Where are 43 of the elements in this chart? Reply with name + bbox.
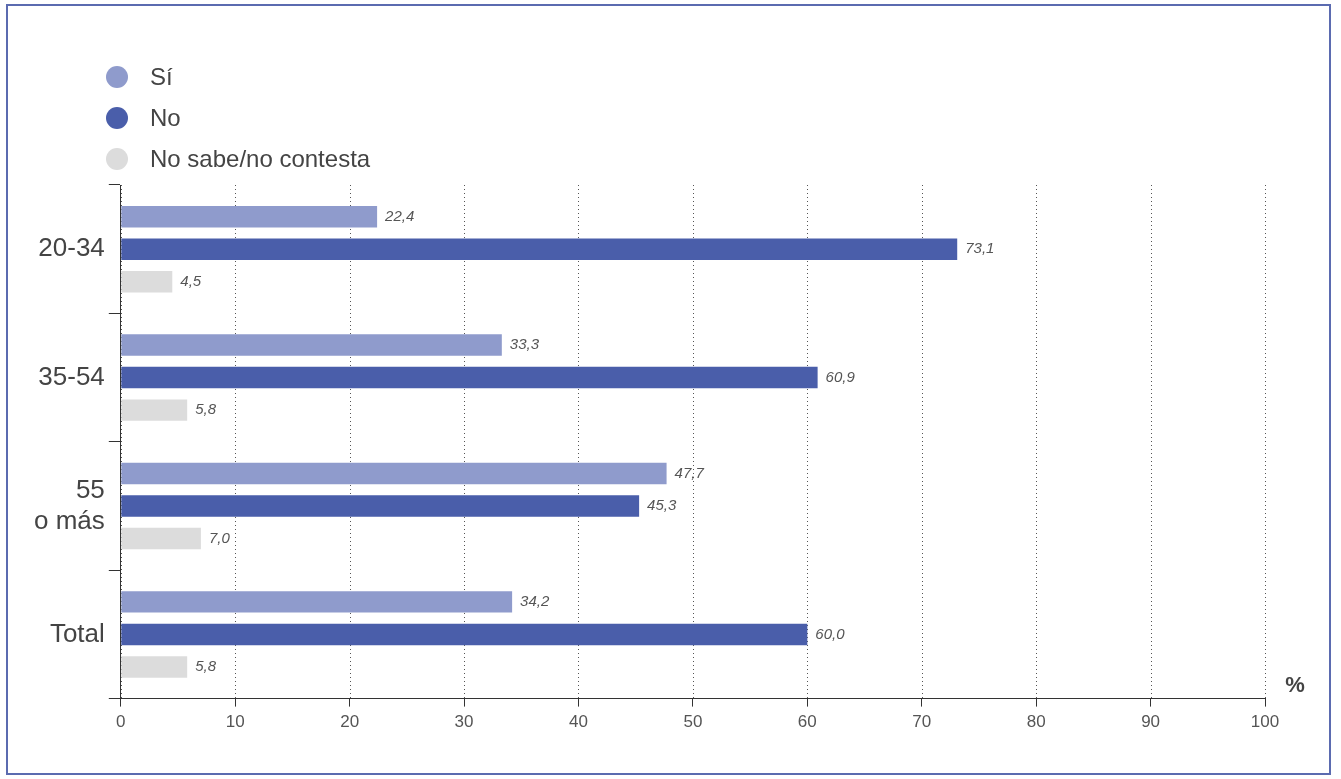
bar <box>121 656 188 678</box>
x-tick-label: 20 <box>340 712 360 732</box>
legend-label: Sí <box>150 62 173 91</box>
bar <box>121 270 173 293</box>
x-tick-label: 0 <box>116 712 126 732</box>
bar <box>121 334 502 356</box>
bar <box>121 527 201 550</box>
bar <box>121 591 513 613</box>
y-tick-label: 20-34 <box>38 232 105 263</box>
bar <box>121 399 188 421</box>
x-tick-label: 50 <box>683 712 703 732</box>
x-tick-label: 80 <box>1026 712 1046 732</box>
bar <box>121 238 958 260</box>
data-label: 7,0 <box>208 528 231 546</box>
bar <box>121 462 667 485</box>
x-tick-label: 100 <box>1250 712 1280 732</box>
data-label: 22,4 <box>384 206 415 224</box>
bar <box>121 366 818 389</box>
x-axis-title: % <box>1285 671 1305 697</box>
bar <box>121 495 640 517</box>
data-label: 60,0 <box>815 624 846 642</box>
y-tick-label: Total <box>49 617 105 648</box>
x-tick-label: 40 <box>569 712 588 732</box>
legend-label: No sabe/no contesta <box>150 144 371 173</box>
legend-label: No <box>150 103 181 132</box>
data-label: 60,9 <box>825 367 856 385</box>
x-tick-label: 70 <box>912 712 932 732</box>
data-label: 45,3 <box>647 496 677 514</box>
data-label: 73,1 <box>965 239 995 257</box>
bar <box>121 623 808 646</box>
data-label: 5,8 <box>195 657 217 675</box>
x-tick-label: 90 <box>1141 712 1161 732</box>
x-tick-label: 10 <box>225 712 245 732</box>
data-label: 4,5 <box>180 271 202 289</box>
y-tick-label: 35-54 <box>38 360 105 391</box>
data-label: 47,7 <box>674 463 705 481</box>
x-tick-label: 30 <box>454 712 474 732</box>
y-tick-label: 55 o más <box>33 473 105 535</box>
data-label: 5,8 <box>195 400 217 418</box>
data-label: 33,3 <box>509 335 540 353</box>
x-tick-label: 60 <box>797 712 817 732</box>
bar <box>121 205 378 228</box>
data-label: 34,2 <box>520 592 550 610</box>
